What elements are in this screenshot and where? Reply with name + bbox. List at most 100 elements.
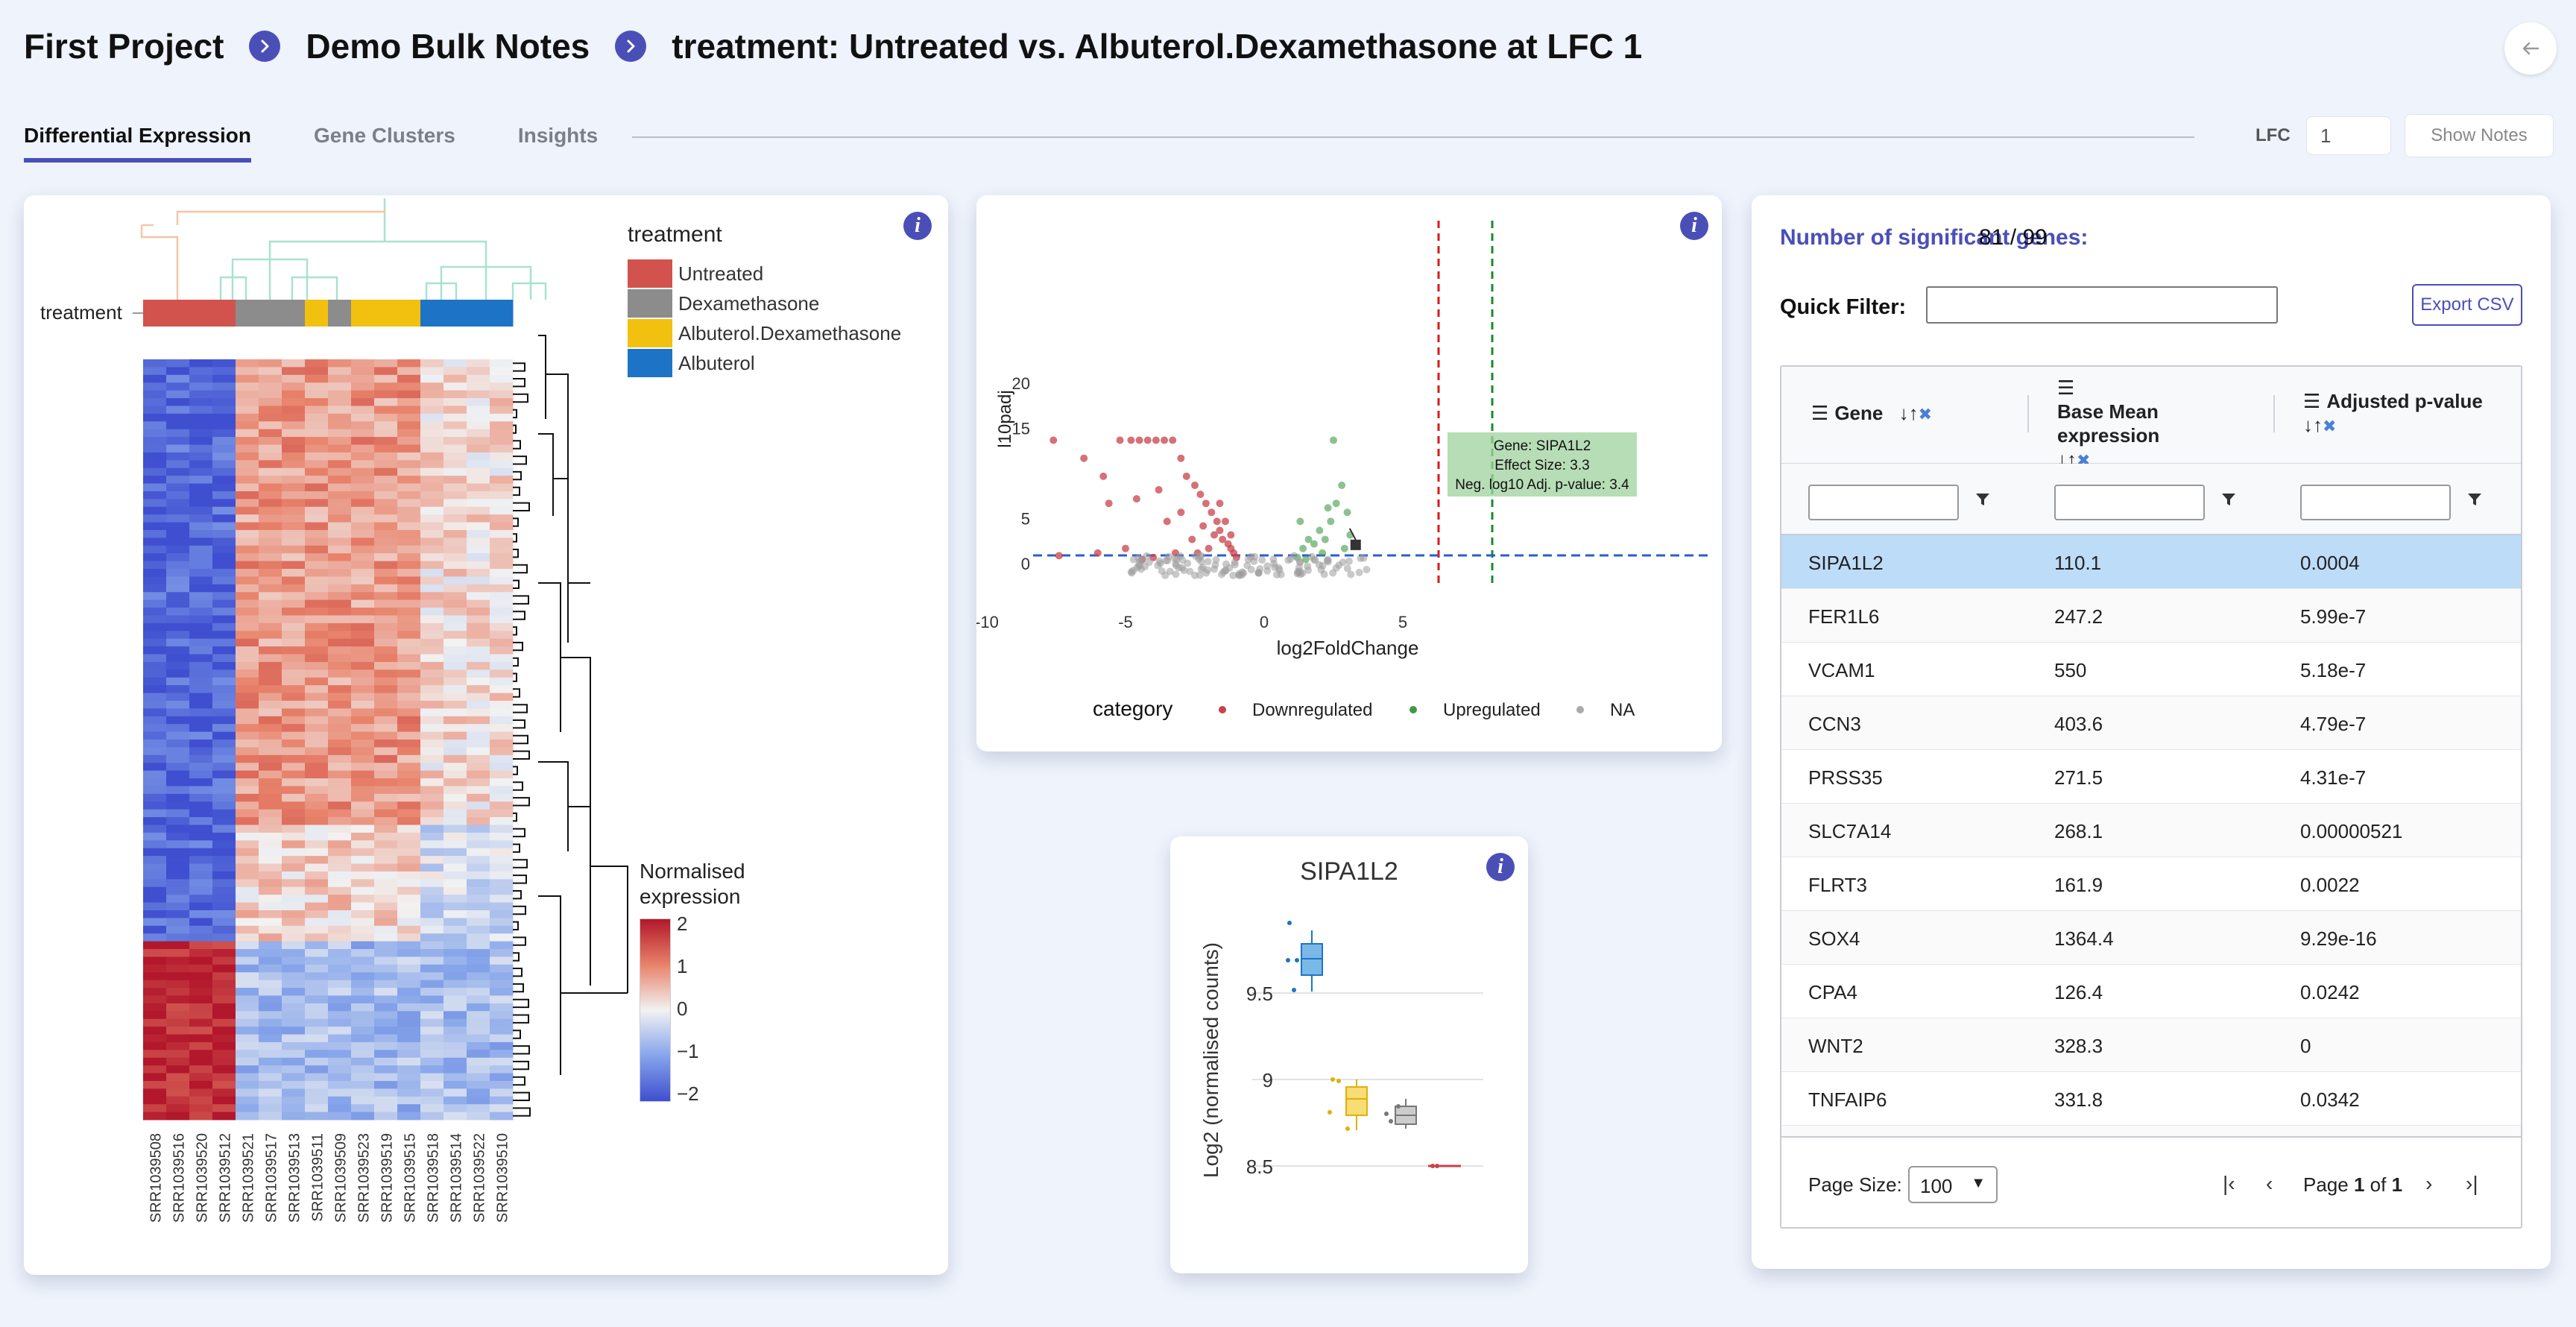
point-downregulated: [1049, 436, 1058, 444]
clear-sort-icon[interactable]: ✖: [1918, 405, 1933, 423]
legend-label-albuterol-dexamethasone: Albuterol.Dexamethasone: [678, 322, 902, 344]
heatmap-cell: [420, 988, 444, 996]
sort-icon[interactable]: ↓↑: [2303, 414, 2323, 436]
table-row[interactable]: VCAM1 550 5.18e-7: [1781, 643, 2521, 696]
heatmap-cell: [397, 747, 421, 756]
heatmap-cell: [189, 413, 213, 422]
heatmap-cell: [189, 964, 213, 973]
lfc-input[interactable]: [2306, 116, 2391, 155]
info-icon[interactable]: i: [1680, 212, 1708, 240]
heatmap-cell: [397, 483, 421, 492]
filter-icon[interactable]: [2466, 491, 2484, 508]
column-menu-icon[interactable]: ☰: [2303, 390, 2321, 412]
heatmap-cell: [189, 1096, 213, 1105]
table-row[interactable]: PRSS35 271.5 4.31e-7: [1781, 750, 2521, 804]
quick-filter-input[interactable]: [1926, 286, 2278, 324]
boxplot-card: i SIPA1L2 Log2 (normalised counts) 9.5 9 8.5: [1170, 836, 1528, 1273]
column-separator[interactable]: [2027, 395, 2029, 432]
sample-label: SRR1039523: [356, 1133, 373, 1223]
tab-differential-expression[interactable]: Differential Expression: [24, 110, 251, 163]
base-mean-filter-input[interactable]: [2054, 485, 2205, 520]
table-row[interactable]: SOX4 1364.4 9.29e-16: [1781, 911, 2521, 965]
heatmap-cell: [443, 933, 467, 942]
heatmap-cell: [397, 382, 421, 391]
heatmap-cell: [143, 374, 167, 383]
gene-filter-input[interactable]: [1808, 485, 1959, 520]
heatmap-cell: [143, 1112, 167, 1120]
heatmap-cell: [467, 941, 490, 950]
heatmap-cell: [397, 367, 421, 376]
show-notes-button[interactable]: Show Notes: [2405, 114, 2554, 157]
page-size-select[interactable]: 100 ▼: [1908, 1166, 1998, 1203]
heatmap-cell: [420, 398, 444, 406]
info-icon[interactable]: i: [903, 212, 932, 240]
last-page-button[interactable]: ›|: [2466, 1172, 2478, 1195]
column-menu-icon[interactable]: ☰: [2057, 376, 2075, 399]
export-csv-button[interactable]: Export CSV: [2412, 284, 2522, 326]
table-row[interactable]: TNFAIP6 331.8 0.0342: [1781, 1072, 2521, 1126]
heatmap-cell: [236, 778, 259, 787]
heatmap-cell: [259, 677, 282, 686]
tab-insights[interactable]: Insights: [517, 124, 599, 147]
sort-icon[interactable]: ↓↑: [1898, 402, 1919, 424]
box-point: [1328, 1110, 1332, 1115]
column-menu-icon[interactable]: ☰: [1811, 402, 1829, 424]
next-page-button[interactable]: ›: [2425, 1172, 2433, 1195]
heatmap-cell: [305, 1041, 329, 1050]
filter-icon[interactable]: [1974, 491, 1992, 508]
heatmap-cell: [282, 949, 306, 957]
back-button[interactable]: [2504, 22, 2557, 75]
tab-gene-clusters[interactable]: Gene Clusters: [313, 124, 455, 147]
box-point: [1430, 1164, 1435, 1168]
heatmap-cell: [490, 661, 514, 670]
column-separator[interactable]: [2273, 395, 2275, 432]
table-row[interactable]: SLC7A14 268.1 0.00000521: [1781, 804, 2521, 857]
heatmap-cell: [420, 421, 444, 430]
breadcrumb-notebook[interactable]: Demo Bulk Notes: [306, 27, 590, 66]
heatmap-cell: [374, 491, 398, 499]
table-row[interactable]: FLRT3 161.9 0.0022: [1781, 857, 2521, 911]
clear-sort-icon[interactable]: ✖: [2323, 417, 2337, 435]
table-row[interactable]: CCN3 403.6 4.79e-7: [1781, 696, 2521, 750]
prev-page-button[interactable]: ‹: [2266, 1172, 2273, 1195]
heatmap-cell: [397, 925, 421, 934]
heatmap-cell: [236, 786, 259, 795]
heatmap-cell: [351, 608, 375, 616]
heatmap-cell: [259, 514, 282, 523]
heatmap-cell: [351, 437, 375, 445]
table-row[interactable]: LIF160.10.0112: [1781, 1126, 2521, 1136]
heatmap-cell: [143, 863, 167, 872]
column-header-padj[interactable]: ☰ Adjusted p-value ↓↑✖: [2303, 389, 2519, 438]
heatmap-cell: [443, 638, 467, 647]
table-row[interactable]: WNT2 328.3 0: [1781, 1018, 2521, 1072]
heatmap-cell: [212, 918, 236, 927]
heatmap-cell: [374, 1018, 398, 1027]
heatmap-cell: [236, 871, 259, 880]
table-row[interactable]: CPA4 126.4 0.0242: [1781, 965, 2521, 1018]
heatmap-cell: [166, 476, 190, 485]
heatmap-cell: [236, 1096, 259, 1105]
table-row[interactable]: SIPA1L2 110.1 0.0004: [1781, 535, 2521, 589]
heatmap-cell: [212, 1018, 236, 1027]
table-row[interactable]: FER1L6 247.2 5.99e-7: [1781, 589, 2521, 643]
heatmap-cell: [351, 483, 375, 492]
column-header-base-mean[interactable]: ☰ Base Mean expression ↓↑✖: [2057, 376, 2199, 473]
heatmap-cell: [212, 1112, 236, 1120]
heatmap-cell: [166, 980, 190, 989]
sample-label: SRR1039508: [148, 1133, 165, 1223]
padj-filter-input[interactable]: [2300, 485, 2451, 520]
first-page-button[interactable]: |‹: [2223, 1172, 2235, 1195]
heatmap-cell: [420, 956, 444, 965]
info-icon[interactable]: i: [1486, 853, 1515, 881]
heatmap-cell: [236, 646, 259, 655]
heatmap-cell: [212, 685, 236, 694]
breadcrumb-project[interactable]: First Project: [24, 27, 224, 66]
point-na: [1295, 564, 1303, 572]
heatmap-cell: [443, 1050, 467, 1059]
heatmap-cell: [212, 514, 236, 523]
filter-icon[interactable]: [2220, 491, 2238, 508]
heatmap-cell: [490, 809, 514, 818]
heatmap-cell: [467, 863, 490, 872]
heatmap-cell: [143, 522, 167, 531]
column-header-gene[interactable]: ☰ Gene ↓↑✖: [1811, 401, 1932, 426]
